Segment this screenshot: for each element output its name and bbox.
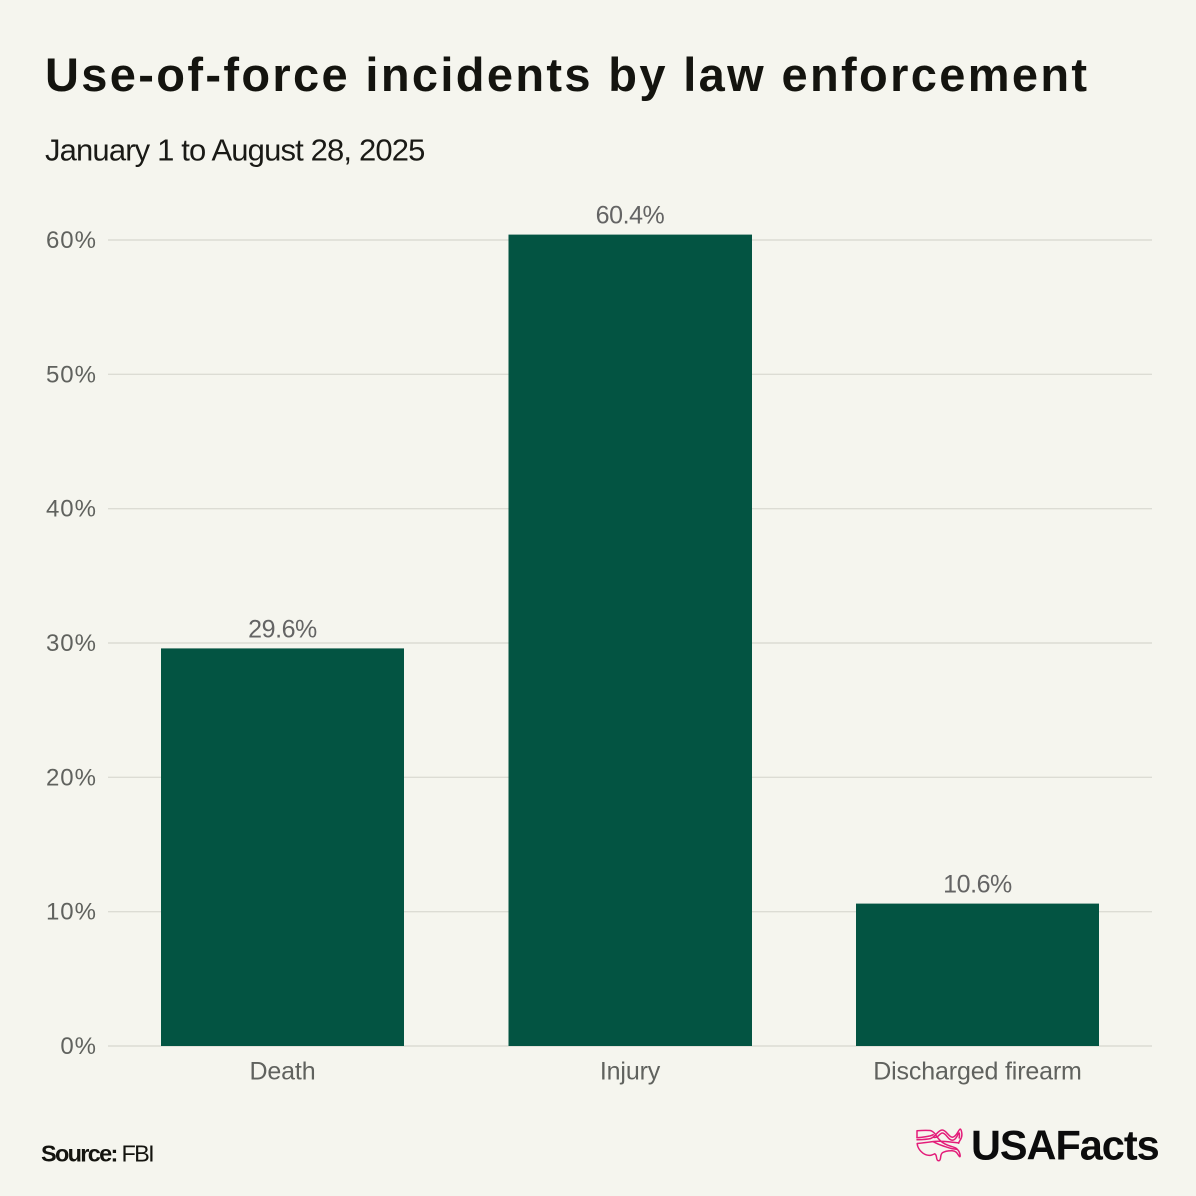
svg-text:30%: 30% (46, 630, 97, 657)
svg-text:10%: 10% (46, 899, 97, 926)
svg-text:Death: Death (250, 1057, 316, 1085)
svg-text:50%: 50% (46, 361, 97, 388)
svg-text:Injury: Injury (600, 1057, 661, 1085)
svg-text:January 1 to August 28, 2025: January 1 to August 28, 2025 (45, 133, 425, 168)
svg-text:29.6%: 29.6% (248, 615, 317, 643)
svg-text:USAFacts: USAFacts (971, 1122, 1159, 1169)
svg-text:Use-of-force incidents by law: Use-of-force incidents by law enforcemen… (45, 48, 1089, 101)
svg-text:0%: 0% (60, 1033, 97, 1060)
svg-text:Discharged firearm: Discharged firearm (873, 1057, 1081, 1085)
svg-text:60.4%: 60.4% (596, 202, 665, 230)
svg-text:60%: 60% (46, 227, 97, 254)
svg-text:Source: FBI: Source: FBI (41, 1141, 153, 1167)
svg-text:40%: 40% (46, 496, 97, 523)
svg-text:10.6%: 10.6% (943, 871, 1012, 899)
svg-text:20%: 20% (46, 764, 97, 791)
